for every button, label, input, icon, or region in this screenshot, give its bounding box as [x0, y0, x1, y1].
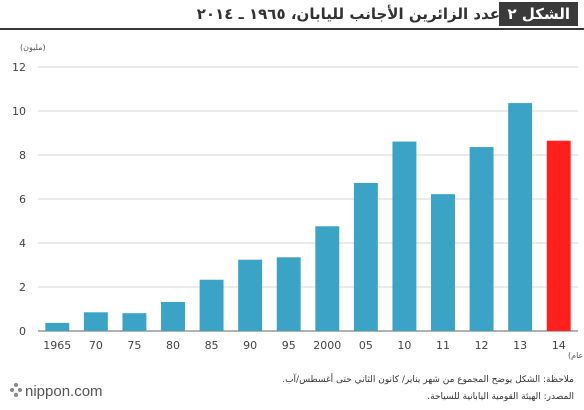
bar	[122, 313, 147, 331]
chart-notes: ملاحظة: الشكل يوضح المجموع من شهر يناير/…	[282, 372, 574, 406]
x-tick-label: 90	[243, 339, 257, 352]
nippon-logo[interactable]: nippon.com	[10, 381, 103, 401]
logo-text: nippon.com	[25, 382, 103, 400]
bar	[431, 194, 455, 331]
x-tick-label: 10	[397, 339, 411, 352]
x-tick-label: 2000	[313, 339, 341, 352]
bar	[199, 279, 224, 331]
bar	[546, 140, 571, 331]
note-text: ملاحظة: الشكل يوضح المجموع من شهر يناير/…	[282, 375, 574, 385]
figure-number-badge: الشكل ٢	[499, 2, 578, 26]
bar	[83, 312, 108, 331]
x-tick-label: 13	[513, 339, 527, 352]
bar	[161, 301, 185, 331]
tick-layer: 0 2 4 6 8 10 12 1965 70 75 80 85 90 95 2000 05 10 11 12 13 1…	[12, 61, 566, 352]
bar	[392, 141, 417, 331]
bar	[45, 322, 70, 331]
figure-title: عدد الزائرين الأجانب لليابان، ١٩٦٥ ـ ٢٠١…	[196, 5, 500, 23]
bar	[353, 182, 378, 331]
x-tick-label: 70	[89, 339, 103, 352]
bar-layer	[45, 103, 571, 331]
y-tick-label: 12	[12, 61, 26, 74]
bar-chart: (مليون) (عام) 0 2 4 6 8 10 12 1965 70 75 80 85 90 95 2…	[12, 43, 584, 360]
bar	[276, 257, 301, 331]
x-tick-label: 05	[359, 339, 373, 352]
y-tick-label: 10	[12, 105, 26, 118]
x-axis-unit-label: (عام)	[568, 351, 584, 360]
x-tick-label: 95	[282, 339, 296, 352]
x-tick-label: 1965	[43, 339, 71, 352]
bar	[508, 103, 533, 331]
figure-header: الشكل ٢ عدد الزائرين الأجانب لليابان، ١٩…	[0, 0, 584, 30]
x-tick-label: 75	[127, 339, 141, 352]
grid-layer	[38, 66, 578, 332]
bar	[469, 147, 494, 331]
source-text: المصدر: الهيئة القومية اليابانية للسياحة…	[427, 392, 574, 402]
y-tick-label: 2	[19, 281, 26, 294]
y-tick-label: 6	[19, 193, 26, 206]
x-tick-label: 11	[436, 339, 450, 352]
y-axis-unit-label: (مليون)	[20, 43, 46, 52]
y-tick-label: 0	[19, 325, 26, 338]
x-tick-label: 80	[166, 339, 180, 352]
y-tick-label: 4	[19, 237, 26, 250]
y-tick-label: 8	[19, 149, 26, 162]
x-tick-label: 85	[205, 339, 219, 352]
header-rule	[0, 28, 584, 30]
nippon-dots-icon	[10, 383, 22, 399]
bar	[238, 259, 263, 331]
x-tick-label: 14	[552, 339, 566, 352]
x-tick-label: 12	[475, 339, 489, 352]
bar	[315, 226, 340, 331]
